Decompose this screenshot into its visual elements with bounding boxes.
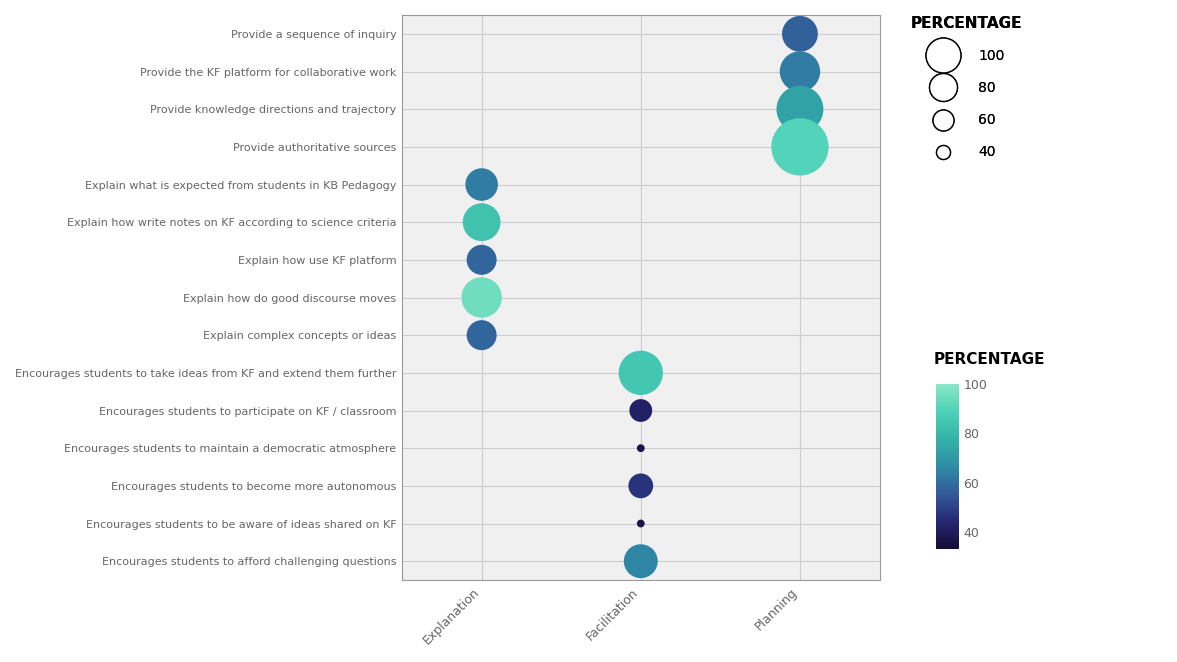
Point	[472, 179, 491, 190]
Point	[631, 518, 650, 529]
Point	[472, 217, 491, 228]
Point	[472, 330, 491, 340]
Point	[631, 556, 650, 567]
Legend: 100, 80, 60, 40: 100, 80, 60, 40	[905, 11, 1029, 165]
Point	[631, 481, 650, 491]
Point	[631, 405, 650, 416]
Point	[791, 28, 810, 39]
Point	[631, 367, 650, 378]
Point	[791, 142, 810, 152]
Text: PERCENTAGE: PERCENTAGE	[933, 352, 1045, 367]
Point	[631, 443, 650, 453]
Point	[791, 104, 810, 115]
Point	[472, 292, 491, 303]
Point	[791, 66, 810, 77]
Point	[472, 255, 491, 265]
